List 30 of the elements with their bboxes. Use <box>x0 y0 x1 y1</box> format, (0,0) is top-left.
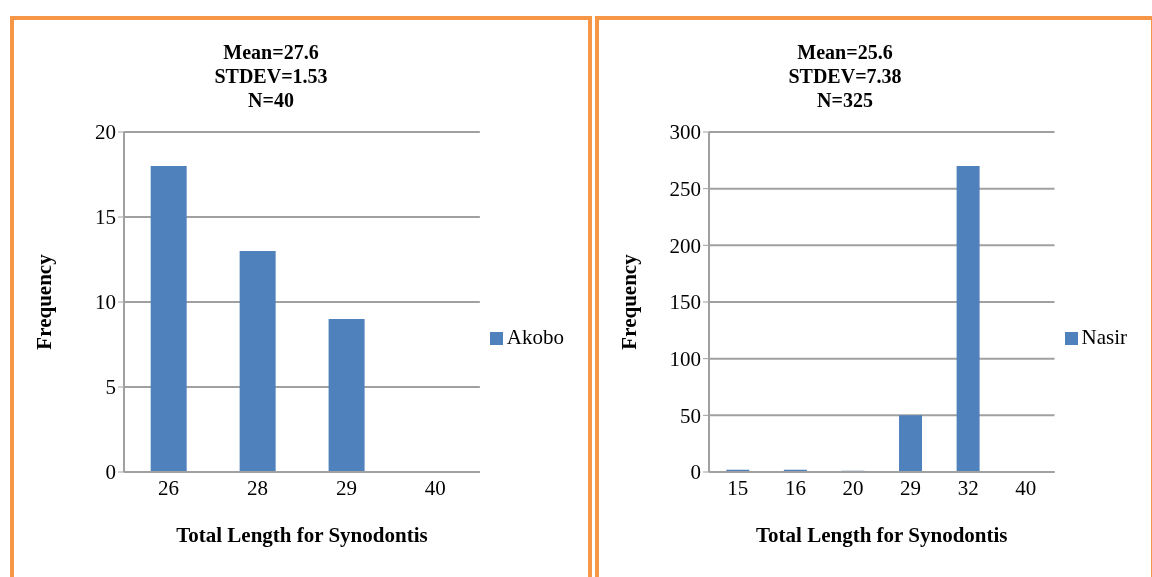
y-tick-label: 250 <box>669 177 701 202</box>
x-tick-label: 32 <box>957 475 979 500</box>
chart-title: Mean=25.6 STDEV=7.38 N=325 <box>787 40 903 112</box>
chart-title: Mean=27.6 STDEV=1.53 N=40 <box>213 40 329 112</box>
x-tick-label: 20 <box>842 475 864 500</box>
y-tick-label: 20 <box>95 120 116 145</box>
y-tick-label: 150 <box>669 290 701 315</box>
x-tick-label: 29 <box>900 475 922 500</box>
x-axis-title: Total Length for Synodontis <box>756 523 1008 547</box>
y-tick-label: 100 <box>669 347 701 372</box>
legend-label: Nasir <box>1081 324 1127 349</box>
y-axis-title: Frequency <box>32 253 57 350</box>
y-tick-label: 15 <box>95 205 116 230</box>
legend-label: Akobo <box>506 324 564 349</box>
y-tick-label: 0 <box>690 460 701 485</box>
y-tick-label: 50 <box>680 403 701 428</box>
x-tick-label: 40 <box>1015 475 1037 500</box>
y-tick-label: 10 <box>95 290 116 315</box>
y-tick-label: 0 <box>105 460 116 485</box>
y-tick-label: 200 <box>669 233 701 258</box>
x-tick-label: 26 <box>157 475 179 500</box>
y-tick-label: 300 <box>669 120 701 145</box>
x-tick-label: 15 <box>727 475 749 500</box>
y-tick-label: 5 <box>105 375 116 400</box>
x-tick-label: 29 <box>335 475 357 500</box>
x-axis-title: Total Length for Synodontis <box>176 523 428 547</box>
y-axis-title: Frequency <box>617 253 642 350</box>
x-tick-label: 28 <box>246 475 268 500</box>
x-tick-label: 40 <box>424 475 446 500</box>
x-tick-label: 16 <box>784 475 806 500</box>
